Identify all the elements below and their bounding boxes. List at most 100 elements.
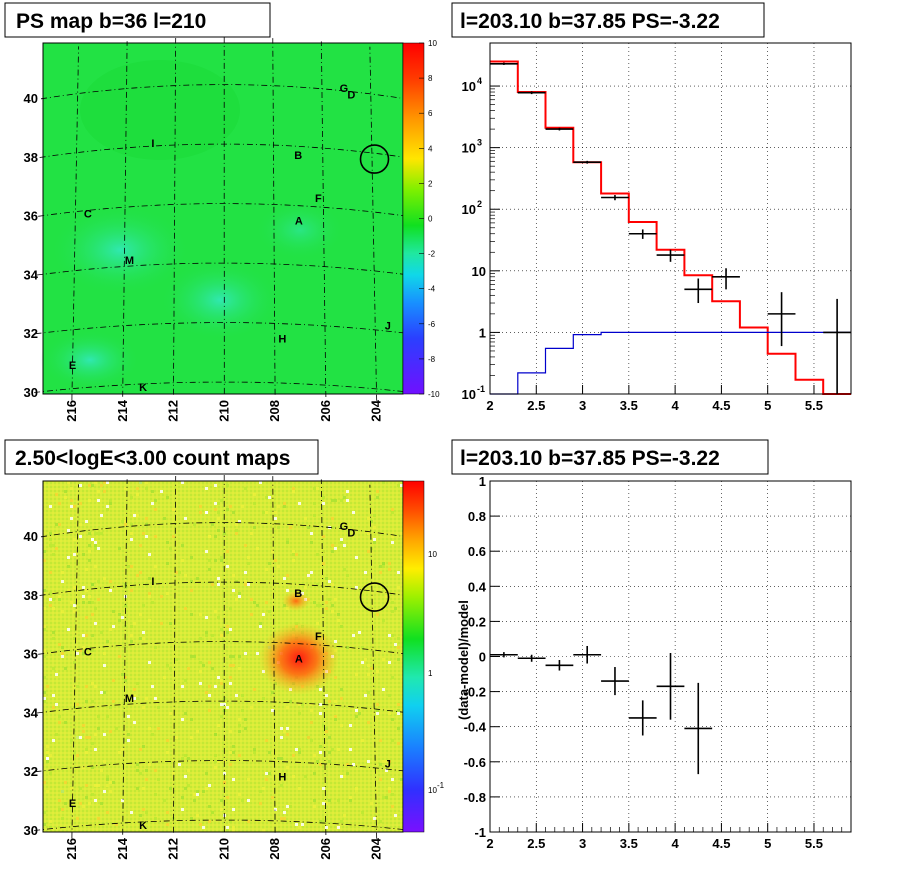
residual-x-tick-label: 4.5: [712, 836, 730, 851]
count-map-pixel: [157, 778, 160, 781]
count-map-pixel: [376, 670, 379, 673]
count-map-pixel: [82, 805, 85, 808]
count-map-pixel: [226, 631, 229, 634]
count-map-pixel: [193, 655, 196, 658]
count-map-pixel: [220, 679, 223, 682]
count-map-pixel: [397, 658, 400, 661]
count-map-pixel: [229, 655, 232, 658]
count-map-pixel: [334, 718, 337, 721]
count-map-pixel: [247, 556, 250, 559]
count-map-pixel: [55, 703, 58, 706]
count-map-pixel: [292, 553, 295, 556]
count-map-pixel: [97, 715, 100, 718]
count-map-pixel: [76, 754, 79, 757]
count-map-pixel: [181, 559, 184, 562]
count-map-pixel: [52, 667, 55, 670]
count-map-pixel: [118, 613, 121, 616]
count-map-pixel: [319, 712, 322, 715]
count-map-pixel: [190, 589, 193, 592]
count-map-pixel: [187, 769, 190, 772]
count-map-pixel: [361, 739, 364, 742]
count-map-pixel: [79, 484, 82, 487]
count-map-pixel: [229, 730, 232, 733]
count-map-pixel: [103, 691, 106, 694]
count-map-pixel: [145, 487, 148, 490]
count-map-pixel: [304, 517, 307, 520]
ps-cb-tick-label: 0: [428, 215, 433, 224]
ps-map-source-label: I: [151, 138, 154, 150]
residual-x-tick-label: 5: [764, 836, 771, 851]
count-map-pixel: [355, 556, 358, 559]
count-map-pixel: [232, 808, 235, 811]
count-map-pixel: [88, 484, 91, 487]
count-map-pixel: [244, 652, 247, 655]
count-map-x-tick-label: 212: [166, 838, 181, 860]
count-map-pixel: [136, 769, 139, 772]
count-map-pixel: [103, 652, 106, 655]
count-map-pixel: [247, 583, 250, 586]
count-map-pixel: [322, 787, 325, 790]
count-map-pixel: [94, 733, 97, 736]
count-map-pixel: [334, 715, 337, 718]
count-map-pixel: [376, 712, 379, 715]
count-map-pixel: [214, 508, 217, 511]
count-map-pixel: [397, 571, 400, 574]
count-map-pixel: [133, 514, 136, 517]
count-map-pixel: [133, 721, 136, 724]
ps-cb-tick-label: -10: [428, 390, 440, 399]
ps-cb-tick-label: 10: [428, 39, 437, 48]
count-map-pixel: [136, 763, 139, 766]
ps-map-y-tick-label: 34: [24, 267, 39, 282]
count-map-pixel: [208, 694, 211, 697]
count-map-pixel: [334, 598, 337, 601]
count-map-pixel: [76, 703, 79, 706]
count-map-pixel: [181, 796, 184, 799]
count-map-pixel: [148, 763, 151, 766]
count-map-pixel: [322, 502, 325, 505]
count-map-pixel: [313, 805, 316, 808]
count-map-pixel: [70, 505, 73, 508]
count-map-pixel: [133, 688, 136, 691]
count-map-pixel: [121, 748, 124, 751]
ps-map-source-label: J: [385, 320, 391, 332]
count-map-pixel: [121, 520, 124, 523]
ps-map-source-label: E: [69, 360, 76, 372]
count-map-pixel: [259, 802, 262, 805]
count-map-pixel: [382, 688, 385, 691]
count-map-pixel: [97, 499, 100, 502]
count-map-pixel: [391, 805, 394, 808]
count-map-pixel: [280, 817, 283, 820]
count-map-pixel: [79, 802, 82, 805]
count-map-pixel: [175, 658, 178, 661]
count-map-pixel: [364, 658, 367, 661]
count-map-pixel: [334, 499, 337, 502]
count-map-pixel: [319, 604, 322, 607]
count-map-pixel: [217, 517, 220, 520]
count-map-pixel: [337, 619, 340, 622]
count-map-pixel: [316, 553, 319, 556]
count-map-pixel: [196, 577, 199, 580]
count-cb-tick-exponent: -1: [437, 781, 445, 790]
residual-x-tick-label: 4: [672, 836, 680, 851]
count-map-pixel: [106, 715, 109, 718]
count-map-pixel: [349, 724, 352, 727]
count-map-pixel: [367, 760, 370, 763]
count-map-pixel: [346, 490, 349, 493]
count-map-pixel: [142, 604, 145, 607]
count-map-pixel: [124, 523, 127, 526]
count-map-pixel: [274, 511, 277, 514]
count-map-pixel: [196, 814, 199, 817]
count-map-pixel: [391, 634, 394, 637]
count-map-pixel: [184, 679, 187, 682]
count-map-pixel: [292, 550, 295, 553]
count-map-y-tick-label: 36: [24, 647, 38, 662]
count-map-pixel: [100, 769, 103, 772]
count-map-pixel: [346, 574, 349, 577]
ps-map-y-tick-label: 38: [24, 150, 38, 165]
count-map-pixel: [232, 574, 235, 577]
count-map-pixel: [322, 802, 325, 805]
